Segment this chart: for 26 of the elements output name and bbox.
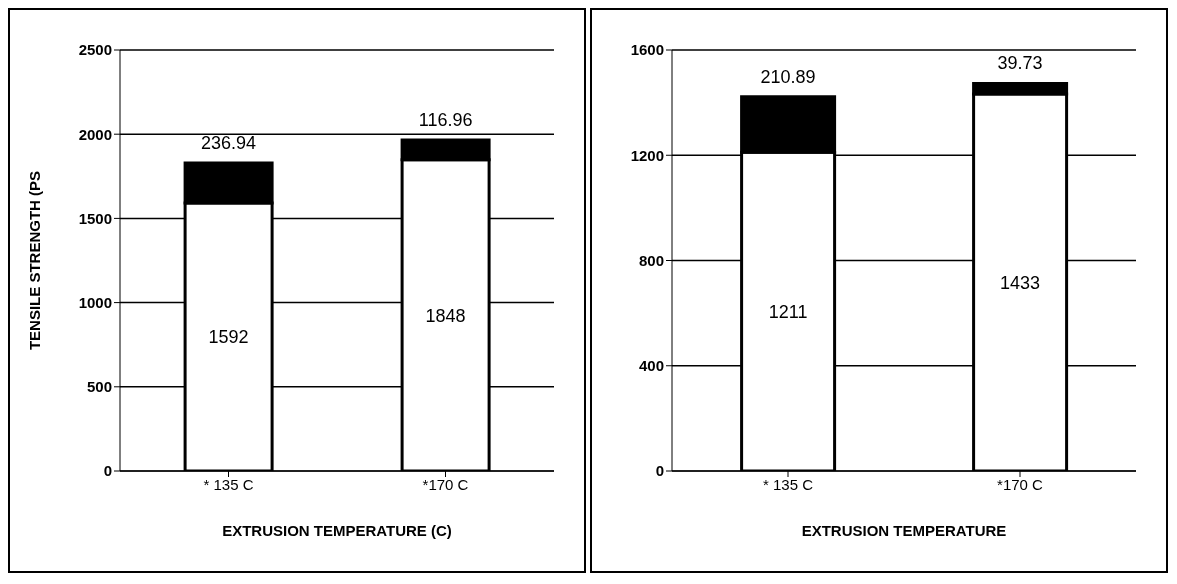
y-tick-label: 1000 [78, 293, 112, 311]
y-tick-label: 0 [655, 462, 664, 480]
x-axis-title: EXTRUSION TEMPERATURE [801, 522, 1007, 539]
y-tick-label: 2000 [78, 125, 112, 143]
y-tick-label: 1600 [630, 41, 664, 59]
y-tick-label: 0 [103, 462, 112, 480]
data-label: 210.89 [760, 66, 816, 87]
y-axis-title: TENSILE STRENGTH (PS [26, 170, 44, 351]
x-tick-label: * 135 C [762, 475, 814, 493]
x-tick-label: *170 C [422, 475, 469, 493]
data-label: 1848 [425, 305, 466, 326]
y-tick-label: 1200 [630, 146, 664, 164]
data-label: 1433 [1000, 272, 1041, 293]
y-tick-label: 800 [638, 251, 664, 269]
y-tick-label: 2500 [78, 41, 112, 59]
data-label: 1592 [208, 327, 249, 348]
y-tick-label: 1500 [78, 209, 112, 227]
data-label: 1211 [768, 302, 808, 323]
data-label: 236.94 [201, 133, 257, 154]
x-tick-label: *170 C [997, 475, 1044, 493]
data-label: 39.73 [997, 53, 1043, 74]
y-tick-label: 500 [86, 378, 112, 396]
x-axis-title: EXTRUSION TEMPERATURE (C) [222, 522, 452, 539]
data-label: 116.96 [418, 110, 473, 131]
y-tick-label: 400 [638, 357, 664, 375]
x-tick-label: * 135 C [203, 475, 254, 493]
